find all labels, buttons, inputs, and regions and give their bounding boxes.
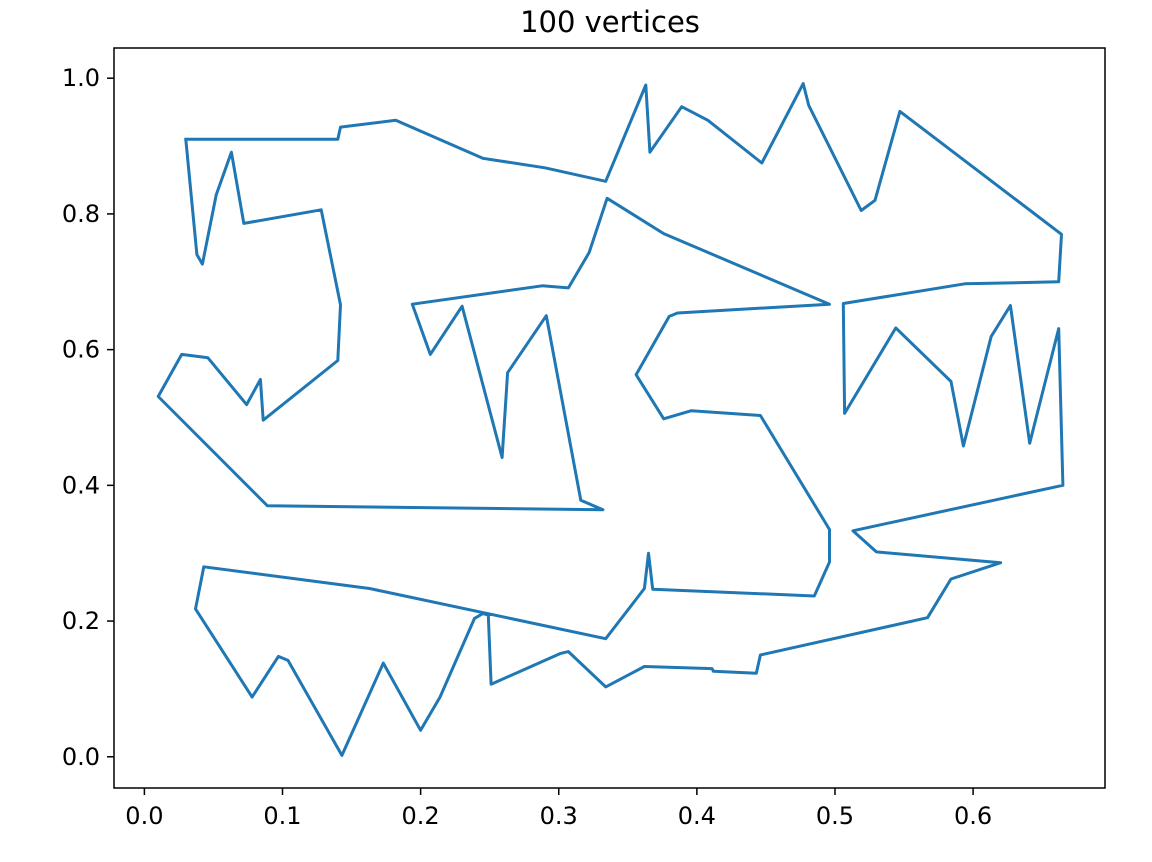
y-axis: 0.0 0.2 0.4 0.6 0.8 1.0 xyxy=(62,64,114,771)
x-tick-label: 0.2 xyxy=(402,802,440,830)
y-tick-label: 0.0 xyxy=(62,743,100,771)
plot-frame xyxy=(113,47,1106,789)
y-tick-label: 1.0 xyxy=(62,64,100,92)
y-tick-label: 0.4 xyxy=(62,471,100,499)
y-tick-label: 0.2 xyxy=(62,607,100,635)
x-tick-label: 0.4 xyxy=(678,802,716,830)
x-tick-label: 0.3 xyxy=(540,802,578,830)
x-tick-label: 0.6 xyxy=(954,802,992,830)
data-line xyxy=(156,82,1065,757)
chart-title: 100 vertices xyxy=(520,5,700,39)
x-axis: 0.0 0.1 0.2 0.3 0.4 0.5 0.6 xyxy=(125,788,992,830)
y-tick-label: 0.8 xyxy=(62,200,100,228)
x-tick-label: 0.5 xyxy=(816,802,854,830)
x-tick-label: 0.1 xyxy=(263,802,301,830)
x-tick-label: 0.0 xyxy=(125,802,163,830)
y-tick-label: 0.6 xyxy=(62,336,100,364)
